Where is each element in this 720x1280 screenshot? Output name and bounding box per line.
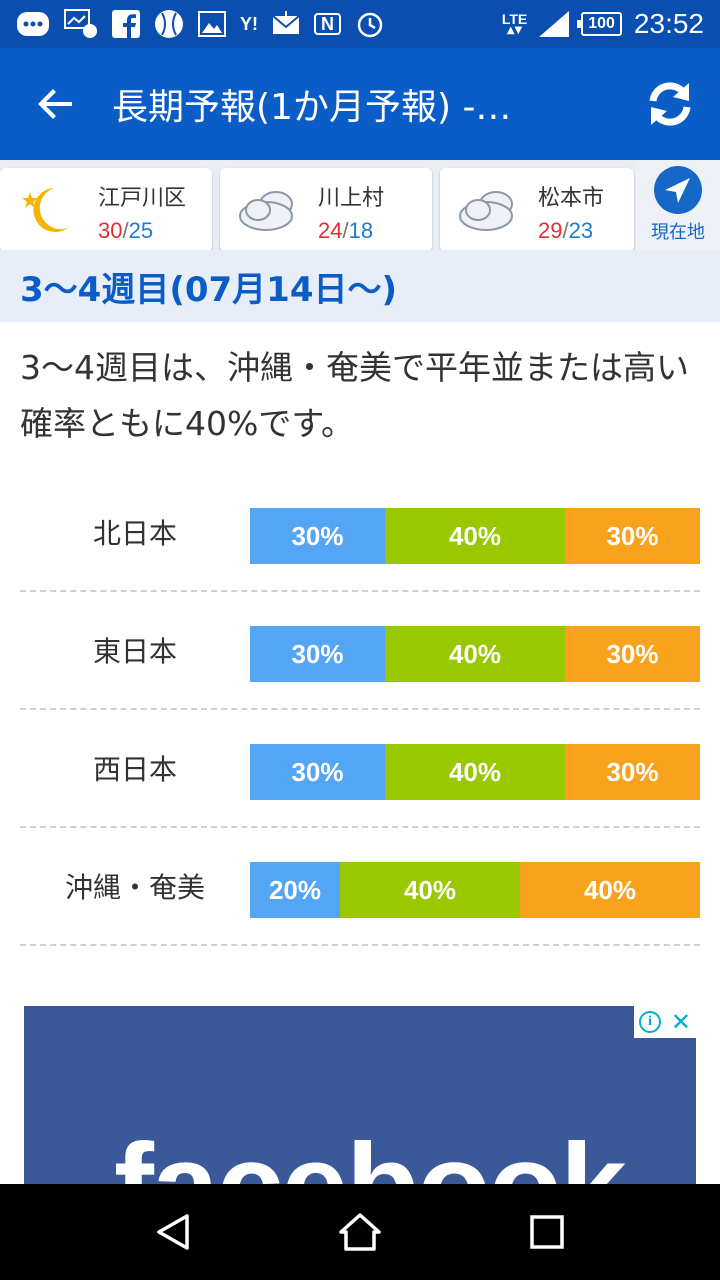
nfc-icon: N [314,13,341,35]
normal-segment: 40% [385,744,565,800]
location-card[interactable]: 松本市 29/23 [440,168,634,252]
location-strip: 江戸川区 30/25 川上村 24/18 松本市 29/23 現在地 [0,160,720,260]
ad-banner[interactable]: facebook i ✕ [24,1006,696,1186]
location-temp: 30/25 [98,218,153,244]
signal-icon [539,11,570,37]
temp-high: 24 [318,218,343,243]
location-name: 川上村 [318,186,385,211]
clock: 23:52 [633,8,704,39]
high-segment: 30% [565,744,700,800]
message-icon [17,12,49,36]
refresh-button[interactable] [620,48,720,160]
high-segment: 30% [565,626,700,682]
refresh-icon [649,82,691,126]
page-title: 長期予報(1か月予報) -… [112,87,512,128]
probability-bar: 30% 40% 30% [250,744,700,800]
high-segment: 30% [565,508,700,564]
low-segment: 30% [250,744,385,800]
location-name: 松本市 [538,186,605,211]
square-recents-icon [529,1215,564,1249]
status-bar: Y! N LTE ▲▼ 100 23:52 [0,0,720,48]
temp-high: 29 [538,218,563,243]
low-segment: 30% [250,626,385,682]
nav-recents-button[interactable] [507,1192,587,1272]
temp-low: 23 [568,218,594,243]
nav-back-button[interactable] [133,1192,213,1272]
battery-icon: 100 [577,12,622,36]
current-location-button[interactable]: 現在地 [636,160,720,260]
navigation-bar [0,1184,720,1280]
temp-separator: / [342,218,349,243]
region-name: 沖縄・奄美 [64,871,205,904]
ad-choices[interactable]: i ✕ [634,1006,696,1038]
normal-segment: 40% [385,508,565,564]
lte-icon: LTE ▲▼ [501,11,528,36]
region-row: 沖縄・奄美 20% 40% 40% [20,828,700,946]
probability-bar: 30% 40% 30% [250,626,700,682]
gallery-badge-icon [64,9,97,38]
region-row: 東日本 30% 40% 30% [20,592,700,710]
low-segment: 30% [250,508,385,564]
baseball-icon [155,10,183,38]
back-button[interactable] [0,48,112,160]
forecast-description: 3〜4週目は、沖縄・奄美で平年並または高い確率ともに40%です。 [20,348,689,443]
location-card[interactable]: 川上村 24/18 [220,168,432,252]
region-name: 西日本 [92,753,177,786]
region-row: 西日本 30% 40% 30% [20,710,700,828]
moon-icon [22,188,68,232]
section-heading: 3〜4週目(07月14日〜) [0,250,720,322]
temp-low: 25 [128,218,154,243]
app-bar: 長期予報(1か月予報) -… [0,48,720,160]
nav-home-button[interactable] [320,1192,400,1272]
close-icon[interactable]: ✕ [670,1008,692,1036]
location-temp: 29/23 [538,218,593,244]
probability-bar: 30% 40% 30% [250,508,700,564]
temp-high: 30 [98,218,123,243]
triangle-back-icon [157,1214,190,1250]
info-icon[interactable]: i [638,1011,661,1033]
home-icon [339,1213,381,1251]
temp-separator: / [562,218,569,243]
low-segment: 20% [250,862,340,918]
facebook-icon [112,10,140,38]
probability-bar: 20% 40% 40% [250,862,700,918]
location-temp: 24/18 [318,218,373,244]
region-name: 東日本 [92,635,177,668]
location-card[interactable]: 江戸川区 30/25 [0,168,212,252]
normal-segment: 40% [340,862,520,918]
network-type: LTE [501,11,528,27]
navigation-icon [654,166,702,214]
temp-separator: / [122,218,129,243]
current-location-label: 現在地 [651,222,705,243]
cloud-icon [239,191,293,231]
high-segment: 40% [520,862,700,918]
cloud-icon [459,191,513,231]
location-name: 江戸川区 [98,186,187,211]
alarm-icon [357,12,383,38]
normal-segment: 40% [385,626,565,682]
image-icon [198,11,226,37]
ad-text: facebook [114,1119,627,1186]
arrow-back-icon [38,89,72,119]
region-row: 北日本 30% 40% 30% [20,474,700,592]
region-name: 北日本 [92,517,177,550]
section-title: 3〜4週目(07月14日〜) [20,269,398,310]
yahoo-icon: Y! [240,14,258,34]
mail-icon [272,11,300,34]
temp-low: 18 [348,218,374,243]
